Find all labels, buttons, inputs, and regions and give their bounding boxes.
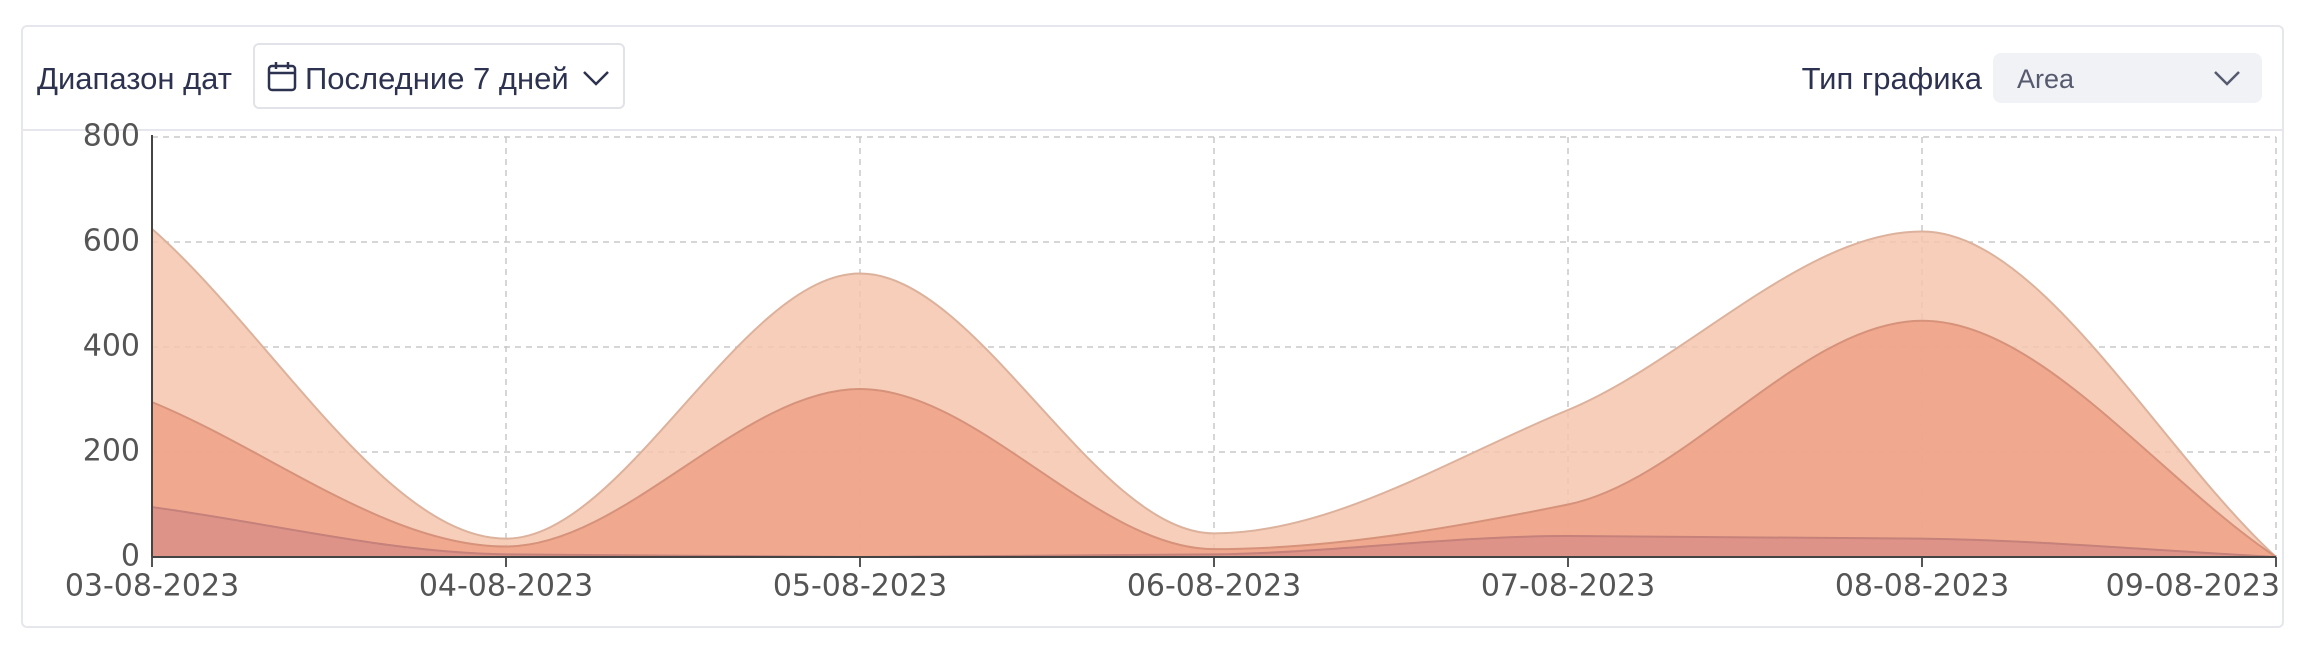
y-tick-label: 200: [83, 434, 140, 469]
chart-type-label: Тип графика: [1801, 61, 1982, 96]
x-tick-label: 03-08-2023: [65, 569, 239, 604]
chevron: [583, 71, 609, 86]
x-tick-label: 04-08-2023: [419, 569, 593, 604]
x-tick-label: 06-08-2023: [1127, 569, 1301, 604]
area-line: [151, 319, 2277, 558]
chevron: [2214, 71, 2240, 86]
x-tick-label: 05-08-2023: [773, 569, 947, 604]
date-range-label: Диапазон дат: [37, 61, 232, 96]
area: [152, 320, 2276, 557]
area-line: [151, 228, 2277, 558]
y-tick-label: 600: [83, 224, 140, 259]
toolbar: Диапазон дат Последние 7 дней Тип график…: [23, 27, 2282, 131]
date-range-dropdown[interactable]: Последние 7 дней: [253, 43, 625, 109]
y-tick-label: 800: [83, 119, 140, 154]
card: Диапазон дат Последние 7 дней Тип график…: [21, 25, 2284, 628]
chart-type-value: Area: [2017, 64, 2075, 94]
y-tick-label: 400: [83, 329, 140, 364]
y-tick-label: 0: [121, 539, 140, 574]
area-line: [151, 506, 2277, 559]
calendar-icon: [267, 62, 297, 92]
x-tick-label: 08-08-2023: [1835, 569, 2009, 604]
x-tick-label: 09-08-2023: [2106, 569, 2280, 604]
x-tick-label: 07-08-2023: [1481, 569, 1655, 604]
chart-type-select[interactable]: Area: [1993, 53, 2262, 103]
area: [152, 507, 2276, 557]
date-range-value: Последние 7 дней: [305, 61, 569, 96]
